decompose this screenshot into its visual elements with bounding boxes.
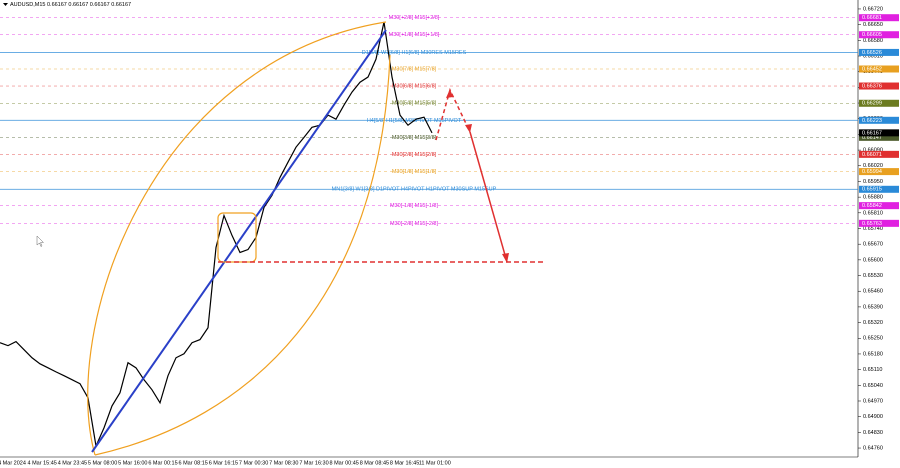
price-box (859, 48, 899, 56)
price-box (859, 65, 899, 73)
y-tick-label: 0.66090 (863, 148, 883, 154)
price-box (859, 133, 899, 141)
y-tick-label: 0.65950 (863, 179, 883, 185)
x-tick-label: 11 Mar 01:00 (419, 460, 451, 466)
forecast-arrow (469, 131, 508, 263)
price-box-label: 0.66526 (862, 50, 882, 56)
price-box-label: 0.66147 (862, 135, 882, 141)
level-label: M30[3/8] M15[3/8] (392, 135, 437, 141)
y-tick-label: 0.66720 (863, 6, 883, 12)
price-box-label: 0.66452 (862, 66, 882, 72)
price-box (859, 31, 899, 39)
cursor (36, 235, 45, 247)
y-tick-label: 0.65110 (863, 367, 882, 373)
current-price-box (859, 129, 899, 137)
price-box-label: 0.66071 (862, 152, 882, 158)
price-box (859, 14, 899, 22)
y-tick-label: 0.65530 (863, 273, 883, 279)
price-box-label: 0.66605 (862, 32, 882, 38)
y-tick-label: 0.64970 (863, 398, 883, 404)
y-tick-label: 0.66580 (863, 38, 883, 44)
x-tick-label: 7 Mar 16:30 (299, 460, 328, 466)
y-tick-label: 0.65880 (863, 195, 883, 201)
level-label: M30[2/8] M15[2/8] (392, 152, 437, 158)
price-box (859, 99, 899, 107)
level-label: M30[5/8] M15[5/8] (392, 101, 437, 107)
x-tick-label: 8 Mar 00:45 (330, 460, 359, 466)
x-tick-label: 6 Mar 08:15 (179, 460, 208, 466)
y-tick-label: 0.66650 (863, 22, 883, 28)
drawings (36, 21, 546, 456)
price-box-label: 0.66223 (862, 118, 882, 124)
y-tick-label: 0.65180 (863, 351, 883, 357)
menu-icon[interactable] (3, 3, 8, 6)
y-tick-label: 0.65250 (863, 336, 883, 342)
fib-arc (94, 54, 391, 456)
y-tick-label: 0.65390 (863, 304, 883, 310)
level-label: M30[-1/8] M15[-1/8] (390, 203, 438, 209)
price-box (859, 82, 899, 90)
price-box-label: 0.65842 (862, 203, 882, 209)
y-tick-label: 0.64830 (863, 430, 883, 436)
x-tick-label: 8 Mar 08:45 (360, 460, 389, 466)
price-box (859, 185, 899, 193)
x-tick-label: 6 Mar 00:15 (148, 460, 177, 466)
trend-line (91, 29, 387, 453)
level-label: M30[6/8] M15[6/8] (392, 83, 437, 89)
level-label: MN1[3/8] W1[3/8] D1PIVOT H4PIVOT H1PIVOT… (332, 187, 497, 193)
price-box-label: 0.66681 (862, 15, 882, 21)
level-label: M30[-2/8] M15[-2/8] (390, 221, 438, 227)
current-price-label: 0.66167 (862, 130, 882, 136)
price-box (859, 168, 899, 176)
price-box-label: 0.65915 (862, 187, 882, 193)
price-box-label: 0.65994 (862, 169, 882, 175)
x-tick-label: 7 Mar 00:30 (239, 460, 268, 466)
price-line (0, 21, 433, 449)
y-tick-label: 0.65740 (863, 226, 883, 232)
x-tick-label: 4 Mar 23:45 (58, 460, 87, 466)
price-box (859, 116, 899, 124)
x-tick-label: 4 Mar 15:45 (28, 460, 57, 466)
y-tick-label: 0.65600 (863, 257, 883, 263)
level-label: D1[5/8] W1[6/8] H1[6/8] M30RES M15RES (362, 50, 467, 56)
price-box (859, 219, 899, 227)
price-box (859, 202, 899, 210)
chart-title: AUDUSD,M15 0.66167 0.66167 0.66167 0.661… (10, 2, 131, 8)
fib-arc (87, 21, 387, 456)
y-tick-label: 0.65040 (863, 383, 883, 389)
y-tick-label: 0.66510 (863, 53, 883, 59)
y-tick-label: 0.64900 (863, 414, 883, 420)
level-label: M30[1/8] M15[1/8] (392, 169, 437, 175)
x-tick-label: 8 Mar 16:45 (390, 460, 419, 466)
y-tick-label: 0.65320 (863, 320, 883, 326)
y-tick-label: 0.64760 (863, 445, 883, 451)
x-tick-label: 4 Mar 2024 (0, 460, 26, 466)
y-tick-label: 0.66020 (863, 163, 883, 169)
y-tick-label: 0.65460 (863, 289, 883, 295)
x-tick-label: 6 Mar 16:15 (209, 460, 238, 466)
price-box-label: 0.66376 (862, 83, 882, 89)
x-tick-label: 5 Mar 16:00 (118, 460, 147, 466)
y-tick-label: 0.65810 (863, 210, 883, 216)
x-tick-label: 5 Mar 08:00 (88, 460, 117, 466)
x-tick-label: 7 Mar 08:30 (269, 460, 298, 466)
price-box (859, 150, 899, 158)
y-tick-label: 0.65670 (863, 242, 883, 248)
price-box-label: 0.65763 (862, 221, 882, 227)
level-label: M30[+1/8] M15[+1/8] (389, 32, 440, 38)
price-box-label: 0.66299 (862, 101, 882, 107)
level-label: M30[7/8] M15[7/8] (392, 66, 437, 72)
level-label: M30[+2/8] M15[+2/8] (389, 15, 440, 21)
